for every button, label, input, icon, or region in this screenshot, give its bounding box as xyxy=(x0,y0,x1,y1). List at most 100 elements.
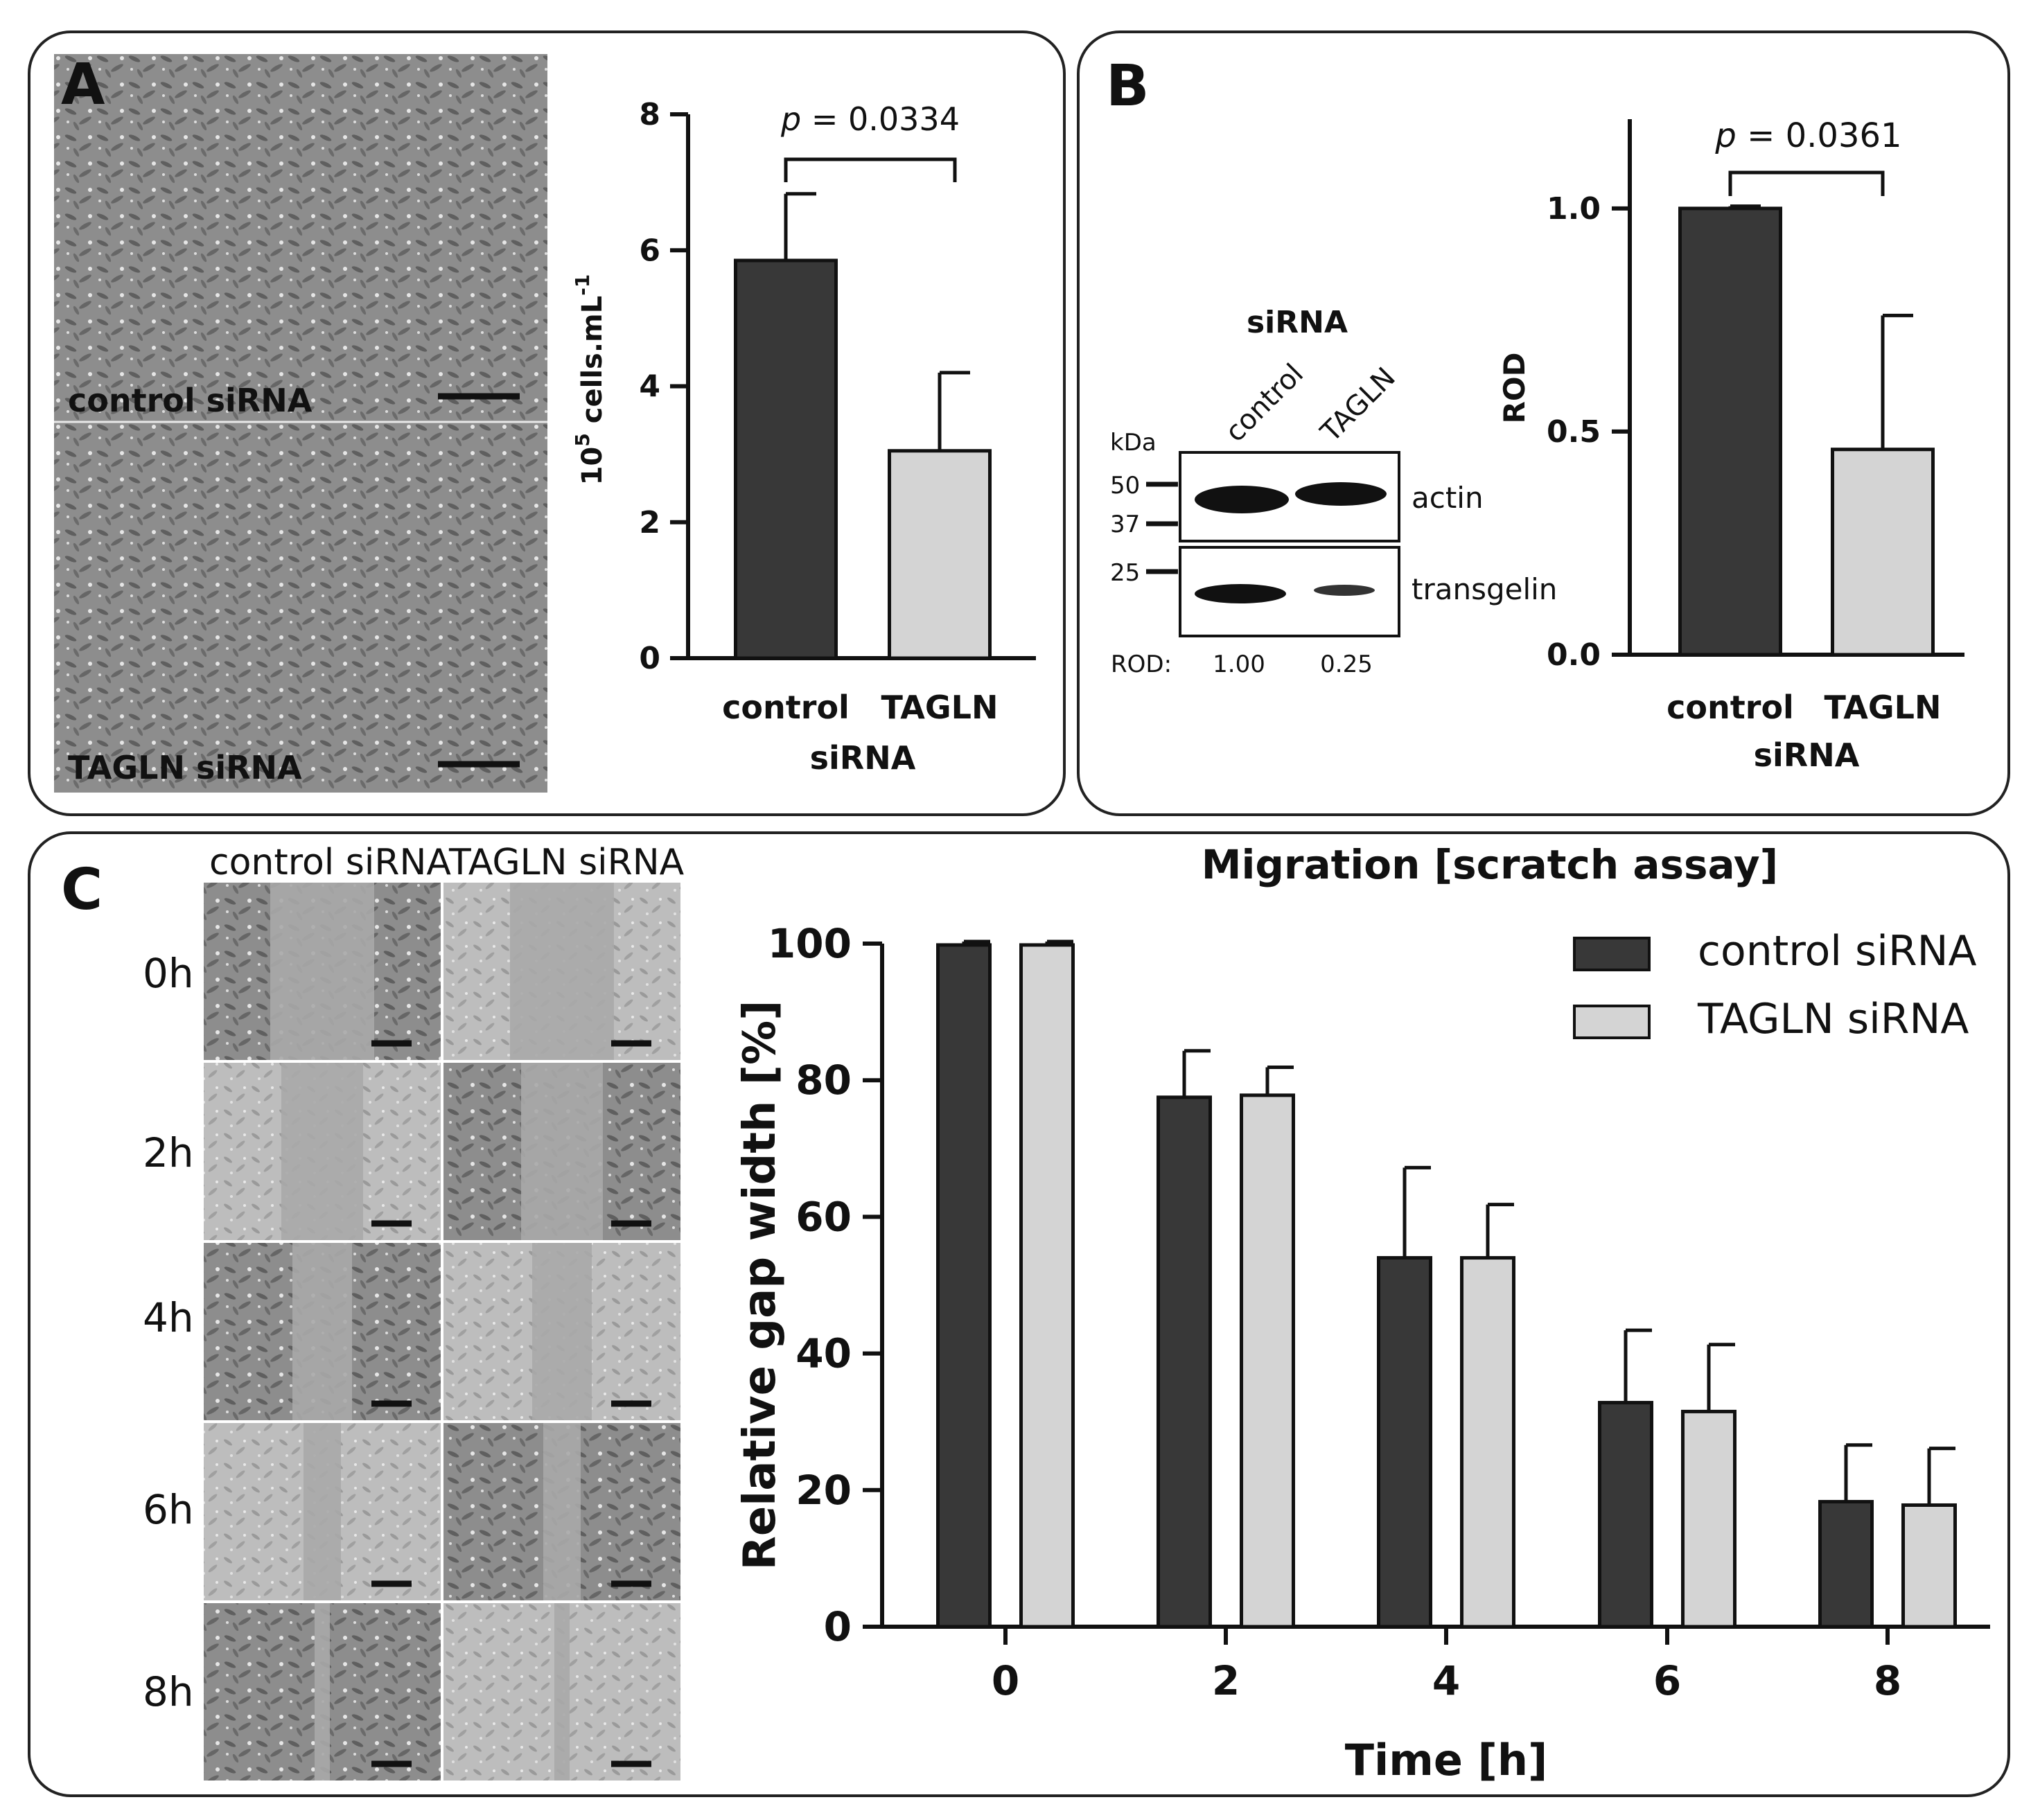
row-label-6h: 6h xyxy=(143,1486,194,1533)
band-transgelin-tagln xyxy=(1314,585,1375,596)
bar-tagln xyxy=(1831,448,1935,657)
y-tick-label: 20 xyxy=(795,1467,852,1514)
y-tick-label: 80 xyxy=(795,1057,852,1104)
band-actin-tagln xyxy=(1295,482,1387,506)
bar-control xyxy=(734,258,838,660)
panel-a: A control siRNA TAGLN siRNA 0 2 4 6 8 control… xyxy=(28,30,1066,816)
legend-swatch xyxy=(1573,937,1651,971)
scratch-gap xyxy=(521,1063,603,1240)
x-tick-label: TAGLN xyxy=(881,689,999,726)
column-label-tagln: TAGLN siRNA xyxy=(448,842,685,883)
bar-control xyxy=(1818,1500,1874,1629)
row-label-4h: 4h xyxy=(143,1294,194,1341)
legend-label: control siRNA xyxy=(1698,927,1977,975)
bar-control xyxy=(1157,1095,1212,1629)
y-label-exp2: -1 xyxy=(571,274,594,296)
band-actin-control xyxy=(1195,486,1289,513)
y-label-unit: cells.mL xyxy=(577,296,608,433)
y-tick-label: 0.5 xyxy=(1547,414,1601,450)
y-tick-label: 0.0 xyxy=(1547,637,1601,673)
significance-bracket xyxy=(784,157,957,182)
scratch-gap xyxy=(532,1243,592,1420)
chart-title: Migration [scratch assay] xyxy=(1202,841,1778,888)
x-axis-label: siRNA xyxy=(810,739,916,777)
blot-band-transgelin: transgelin xyxy=(1412,572,1557,606)
micro-label-control: control siRNA xyxy=(68,382,313,419)
x-tick-label: 6 xyxy=(1653,1657,1681,1704)
micrograph-tagln xyxy=(54,423,547,793)
blot-lane-control: control xyxy=(1220,357,1310,448)
bar-tagln xyxy=(1901,1503,1957,1629)
y-tick-label: 0 xyxy=(639,641,660,676)
scratch-micrographs xyxy=(204,883,680,1781)
y-axis-label: Relative gap width [%] xyxy=(735,1000,786,1571)
blot-rod-tagln: 0.25 xyxy=(1320,651,1373,678)
band-transgelin-control xyxy=(1195,584,1286,603)
y-tick-label: 40 xyxy=(795,1330,852,1377)
scratch-gap xyxy=(304,1423,341,1600)
significance-bracket xyxy=(1728,170,1885,196)
y-axis-label: ROD xyxy=(1497,353,1531,424)
bar-tagln xyxy=(1240,1093,1295,1629)
row-labels: 0h 2h 4h 6h 8h xyxy=(143,950,194,1715)
y-tick-label: 60 xyxy=(795,1193,852,1240)
blot-rod-label: ROD: xyxy=(1111,651,1172,678)
y-tick-label: 0 xyxy=(824,1603,852,1650)
micrograph-control xyxy=(54,54,547,421)
scratch-gap xyxy=(315,1603,330,1781)
x-tick-label: 0 xyxy=(992,1657,1019,1704)
panel-c: C control siRNA TAGLN siRNA 0h 2h 4h 6h … xyxy=(28,831,2010,1797)
p-value: = 0.0361 xyxy=(1737,116,1902,155)
y-label-base: 10 xyxy=(577,447,608,486)
x-tick-label: control xyxy=(1667,689,1794,726)
panel-a-letter: A xyxy=(61,52,105,118)
p-value: = 0.0334 xyxy=(801,100,960,138)
bar-tagln xyxy=(1019,943,1075,1629)
legend-label: TAGLN siRNA xyxy=(1697,995,1969,1043)
panel-b-letter: B xyxy=(1106,53,1150,119)
y-tick-label: 4 xyxy=(639,369,660,405)
chart-b: 0.0 0.5 1.0 control TAGLN siRNA p = 0.0361 ROD xyxy=(1497,116,1964,774)
chart-c: Migration [scratch assay] 0 20 40 60 80 100 0 2 4… xyxy=(735,841,1990,1785)
x-tick-label: 2 xyxy=(1212,1657,1240,1704)
bar-control xyxy=(1377,1256,1432,1629)
bar-tagln xyxy=(1681,1409,1737,1629)
blot-header: siRNA xyxy=(1247,305,1348,340)
blot-marker-37: 37 xyxy=(1110,511,1140,538)
row-label-2h: 2h xyxy=(143,1129,194,1176)
p-symbol: p xyxy=(780,100,801,138)
column-label-control: control siRNA xyxy=(209,842,451,883)
bar-tagln xyxy=(1460,1256,1515,1629)
row-label-0h: 0h xyxy=(143,950,194,997)
p-symbol: p xyxy=(1714,116,1736,155)
blot-marker-50: 50 xyxy=(1110,472,1140,500)
scratch-gap xyxy=(281,1063,363,1240)
blot-marker-25: 25 xyxy=(1110,559,1140,587)
row-label-8h: 8h xyxy=(143,1668,194,1715)
scratch-gap xyxy=(543,1423,581,1600)
scratch-gap xyxy=(554,1603,570,1781)
scratch-gap xyxy=(292,1243,352,1420)
legend-swatch xyxy=(1573,1005,1651,1039)
panel-b-frame xyxy=(1077,30,2010,816)
y-tick-label: 1.0 xyxy=(1547,191,1601,227)
y-label-exp: 5 xyxy=(571,433,594,446)
x-tick-label: control xyxy=(722,689,850,726)
panel-c-frame xyxy=(28,831,2010,1797)
y-axis-label: 105 cells.mL-1 xyxy=(571,274,608,486)
scratch-gap xyxy=(270,883,374,1060)
y-tick-label: 6 xyxy=(639,233,660,268)
panel-c-letter: C xyxy=(61,857,103,923)
panel-a-frame xyxy=(28,30,1066,816)
bar-control xyxy=(936,943,992,1629)
bar-tagln xyxy=(888,449,992,660)
y-tick-label: 100 xyxy=(768,920,852,967)
x-axis-label: siRNA xyxy=(1754,736,1860,774)
x-tick-label: TAGLN xyxy=(1825,689,1942,726)
blot-lane-tagln: TAGLN xyxy=(1315,362,1402,449)
y-tick-label: 8 xyxy=(639,97,660,132)
p-value-annotation: p = 0.0334 xyxy=(780,100,960,138)
bar-control xyxy=(1598,1401,1653,1629)
micro-label-tagln: TAGLN siRNA xyxy=(68,749,302,786)
